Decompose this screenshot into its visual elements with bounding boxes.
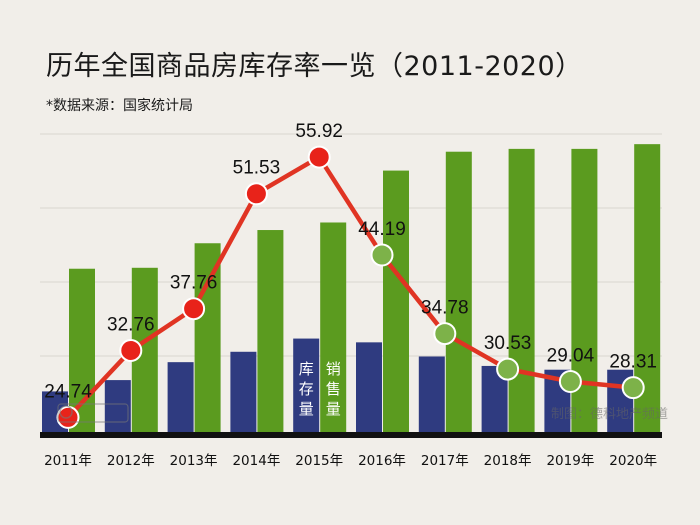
rate-marker	[370, 243, 394, 267]
watermark-text: 制图：德科地产频道	[551, 407, 668, 422]
rate-marker	[433, 322, 457, 346]
data-source-note: *数据来源：国家统计局	[46, 98, 193, 114]
x-tick-label: 2019年	[546, 453, 594, 469]
x-tick-label: 2020年	[609, 453, 657, 469]
rate-value-label: 34.78	[421, 298, 469, 319]
watermark-logo-icon	[59, 405, 73, 419]
legend-inventory: 库存量库存量	[299, 360, 314, 418]
chart-title: 历年全国商品房库存率一览（2011-2020）	[46, 51, 583, 82]
rate-value-label: 32.76	[107, 314, 155, 335]
sales-bar	[445, 151, 472, 433]
legend-char: 量	[299, 400, 314, 418]
rate-marker	[621, 376, 645, 400]
rate-markers	[56, 145, 645, 429]
x-tick-label: 2014年	[232, 453, 280, 469]
legend: 库存量库存量销售量销售量	[299, 360, 341, 418]
rate-value-label: 24.74	[44, 381, 92, 402]
x-axis-labels: 2011年 2012年 2013年 2014年 2015年 2016年 2017年 2018年…	[44, 453, 657, 469]
sales-bar	[320, 222, 347, 432]
legend-char: 库	[299, 360, 314, 378]
rate-value-label: 51.53	[233, 158, 281, 179]
sales-bar	[383, 170, 409, 433]
rate-marker	[307, 145, 331, 169]
inventory-bar	[104, 380, 131, 432]
rate-marker	[182, 297, 206, 321]
x-tick-label: 2012年	[107, 453, 155, 469]
legend-char: 存	[299, 380, 314, 398]
x-tick-label: 2015年	[295, 453, 343, 469]
watermark: 制图：德科地产频道	[57, 403, 668, 423]
x-tick-label: 2018年	[484, 453, 532, 469]
rate-line	[66, 154, 634, 419]
sales-bar	[257, 230, 284, 432]
rate-value-label: 28.31	[609, 352, 657, 373]
rate-line-path	[66, 154, 634, 419]
rate-marker	[558, 370, 582, 394]
rate-marker	[244, 182, 268, 206]
legend-char: 售	[326, 380, 341, 398]
rate-value-label: 37.76	[170, 273, 218, 294]
rate-value-label: 29.04	[547, 346, 595, 367]
inventory-bar	[293, 338, 320, 432]
rate-value-label: 44.19	[358, 219, 406, 240]
x-tick-label: 2011年	[44, 453, 92, 469]
rate-value-label: 30.53	[484, 333, 532, 354]
sales-bar	[508, 148, 535, 432]
x-axis-baseline	[40, 432, 662, 438]
rate-marker	[496, 357, 520, 381]
watermark-logo-icon	[57, 403, 129, 423]
inventory-bar	[356, 342, 382, 432]
sales-bar	[194, 243, 221, 432]
x-tick-label: 2017年	[421, 453, 469, 469]
inventory-bar	[418, 356, 445, 432]
legend-sales: 销售量销售量	[326, 360, 341, 418]
baseline	[40, 432, 662, 438]
legend-char: 量	[326, 400, 341, 418]
rate-value-label: 55.92	[295, 121, 343, 142]
rate-marker	[119, 338, 143, 362]
inventory-bar	[167, 362, 194, 432]
x-tick-label: 2016年	[358, 453, 406, 469]
x-tick-label: 2013年	[170, 453, 218, 469]
legend-char: 销	[326, 360, 341, 378]
inventory-bar	[230, 351, 257, 432]
rate-value-labels: 24.74 32.76 37.76 51.53 55.92 44.19 34.78 30.53…	[44, 121, 657, 402]
